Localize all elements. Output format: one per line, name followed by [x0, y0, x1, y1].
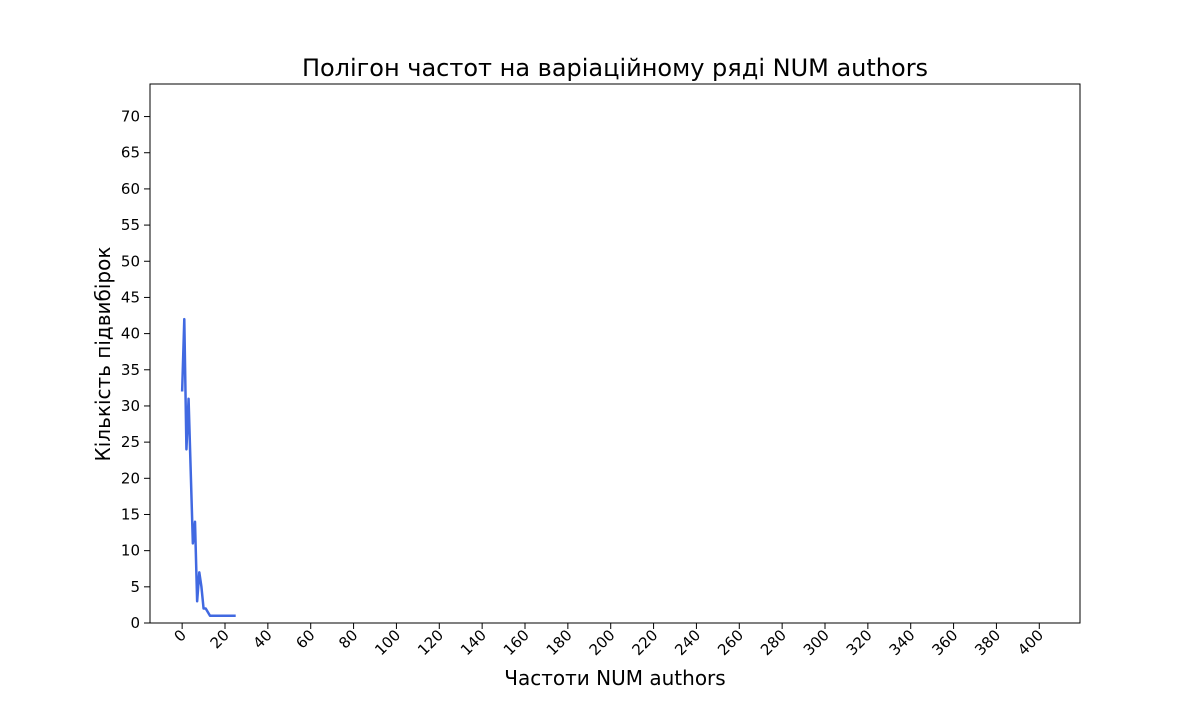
y-tick-label: 60 [121, 180, 140, 198]
x-tick-label: 100 [371, 626, 404, 659]
x-tick-label: 0 [170, 626, 189, 645]
x-tick-label: 300 [800, 626, 833, 659]
x-tick-label: 320 [843, 626, 876, 659]
x-tick-label: 120 [414, 626, 447, 659]
x-tick-label: 340 [886, 626, 919, 659]
y-tick-label: 45 [121, 288, 140, 306]
series-layer [180, 317, 236, 618]
y-tick-label: 40 [121, 325, 140, 343]
x-tick-label: 20 [207, 626, 233, 652]
series-line [180, 317, 236, 618]
x-axis-label: Частоти NUM authors [504, 666, 725, 690]
x-tick-label: 280 [757, 626, 790, 659]
y-tick-label: 30 [121, 397, 140, 415]
x-tick-label: 200 [586, 626, 619, 659]
x-axis-ticks: 0 20 40 60 80 100 120 140 160 180 200 220 240 260 280 3… [170, 623, 1047, 659]
x-tick-label: 220 [628, 626, 661, 659]
y-tick-label: 10 [121, 542, 140, 560]
x-tick-label: 380 [971, 626, 1004, 659]
y-axis-ticks: 0 5 10 15 20 25 30 35 40 45 50 55 60 65 70 [121, 108, 150, 632]
y-tick-label: 5 [130, 578, 140, 596]
x-tick-label: 400 [1014, 626, 1047, 659]
chart-title: Полігон частот на варіаційному ряді NUM … [302, 54, 928, 82]
plot-area-frame [149, 83, 1081, 624]
x-tick-label: 160 [500, 626, 533, 659]
x-tick-label: 360 [928, 626, 961, 659]
y-tick-label: 35 [121, 361, 140, 379]
y-tick-label: 70 [121, 108, 140, 126]
x-tick-label: 240 [671, 626, 704, 659]
x-tick-label: 80 [335, 626, 361, 652]
x-tick-label: 260 [714, 626, 747, 659]
y-tick-label: 25 [121, 433, 140, 451]
y-tick-label: 20 [121, 469, 140, 487]
y-tick-label: 55 [121, 216, 140, 234]
x-tick-label: 140 [457, 626, 490, 659]
x-tick-label: 40 [249, 626, 275, 652]
y-tick-label: 65 [121, 144, 140, 162]
y-tick-label: 50 [121, 252, 140, 270]
y-tick-label: 0 [130, 614, 140, 632]
y-tick-label: 15 [121, 505, 140, 523]
x-tick-label: 60 [292, 626, 318, 652]
y-axis-label: Кількість підвибірок [91, 247, 115, 462]
x-tick-label: 180 [543, 626, 576, 659]
